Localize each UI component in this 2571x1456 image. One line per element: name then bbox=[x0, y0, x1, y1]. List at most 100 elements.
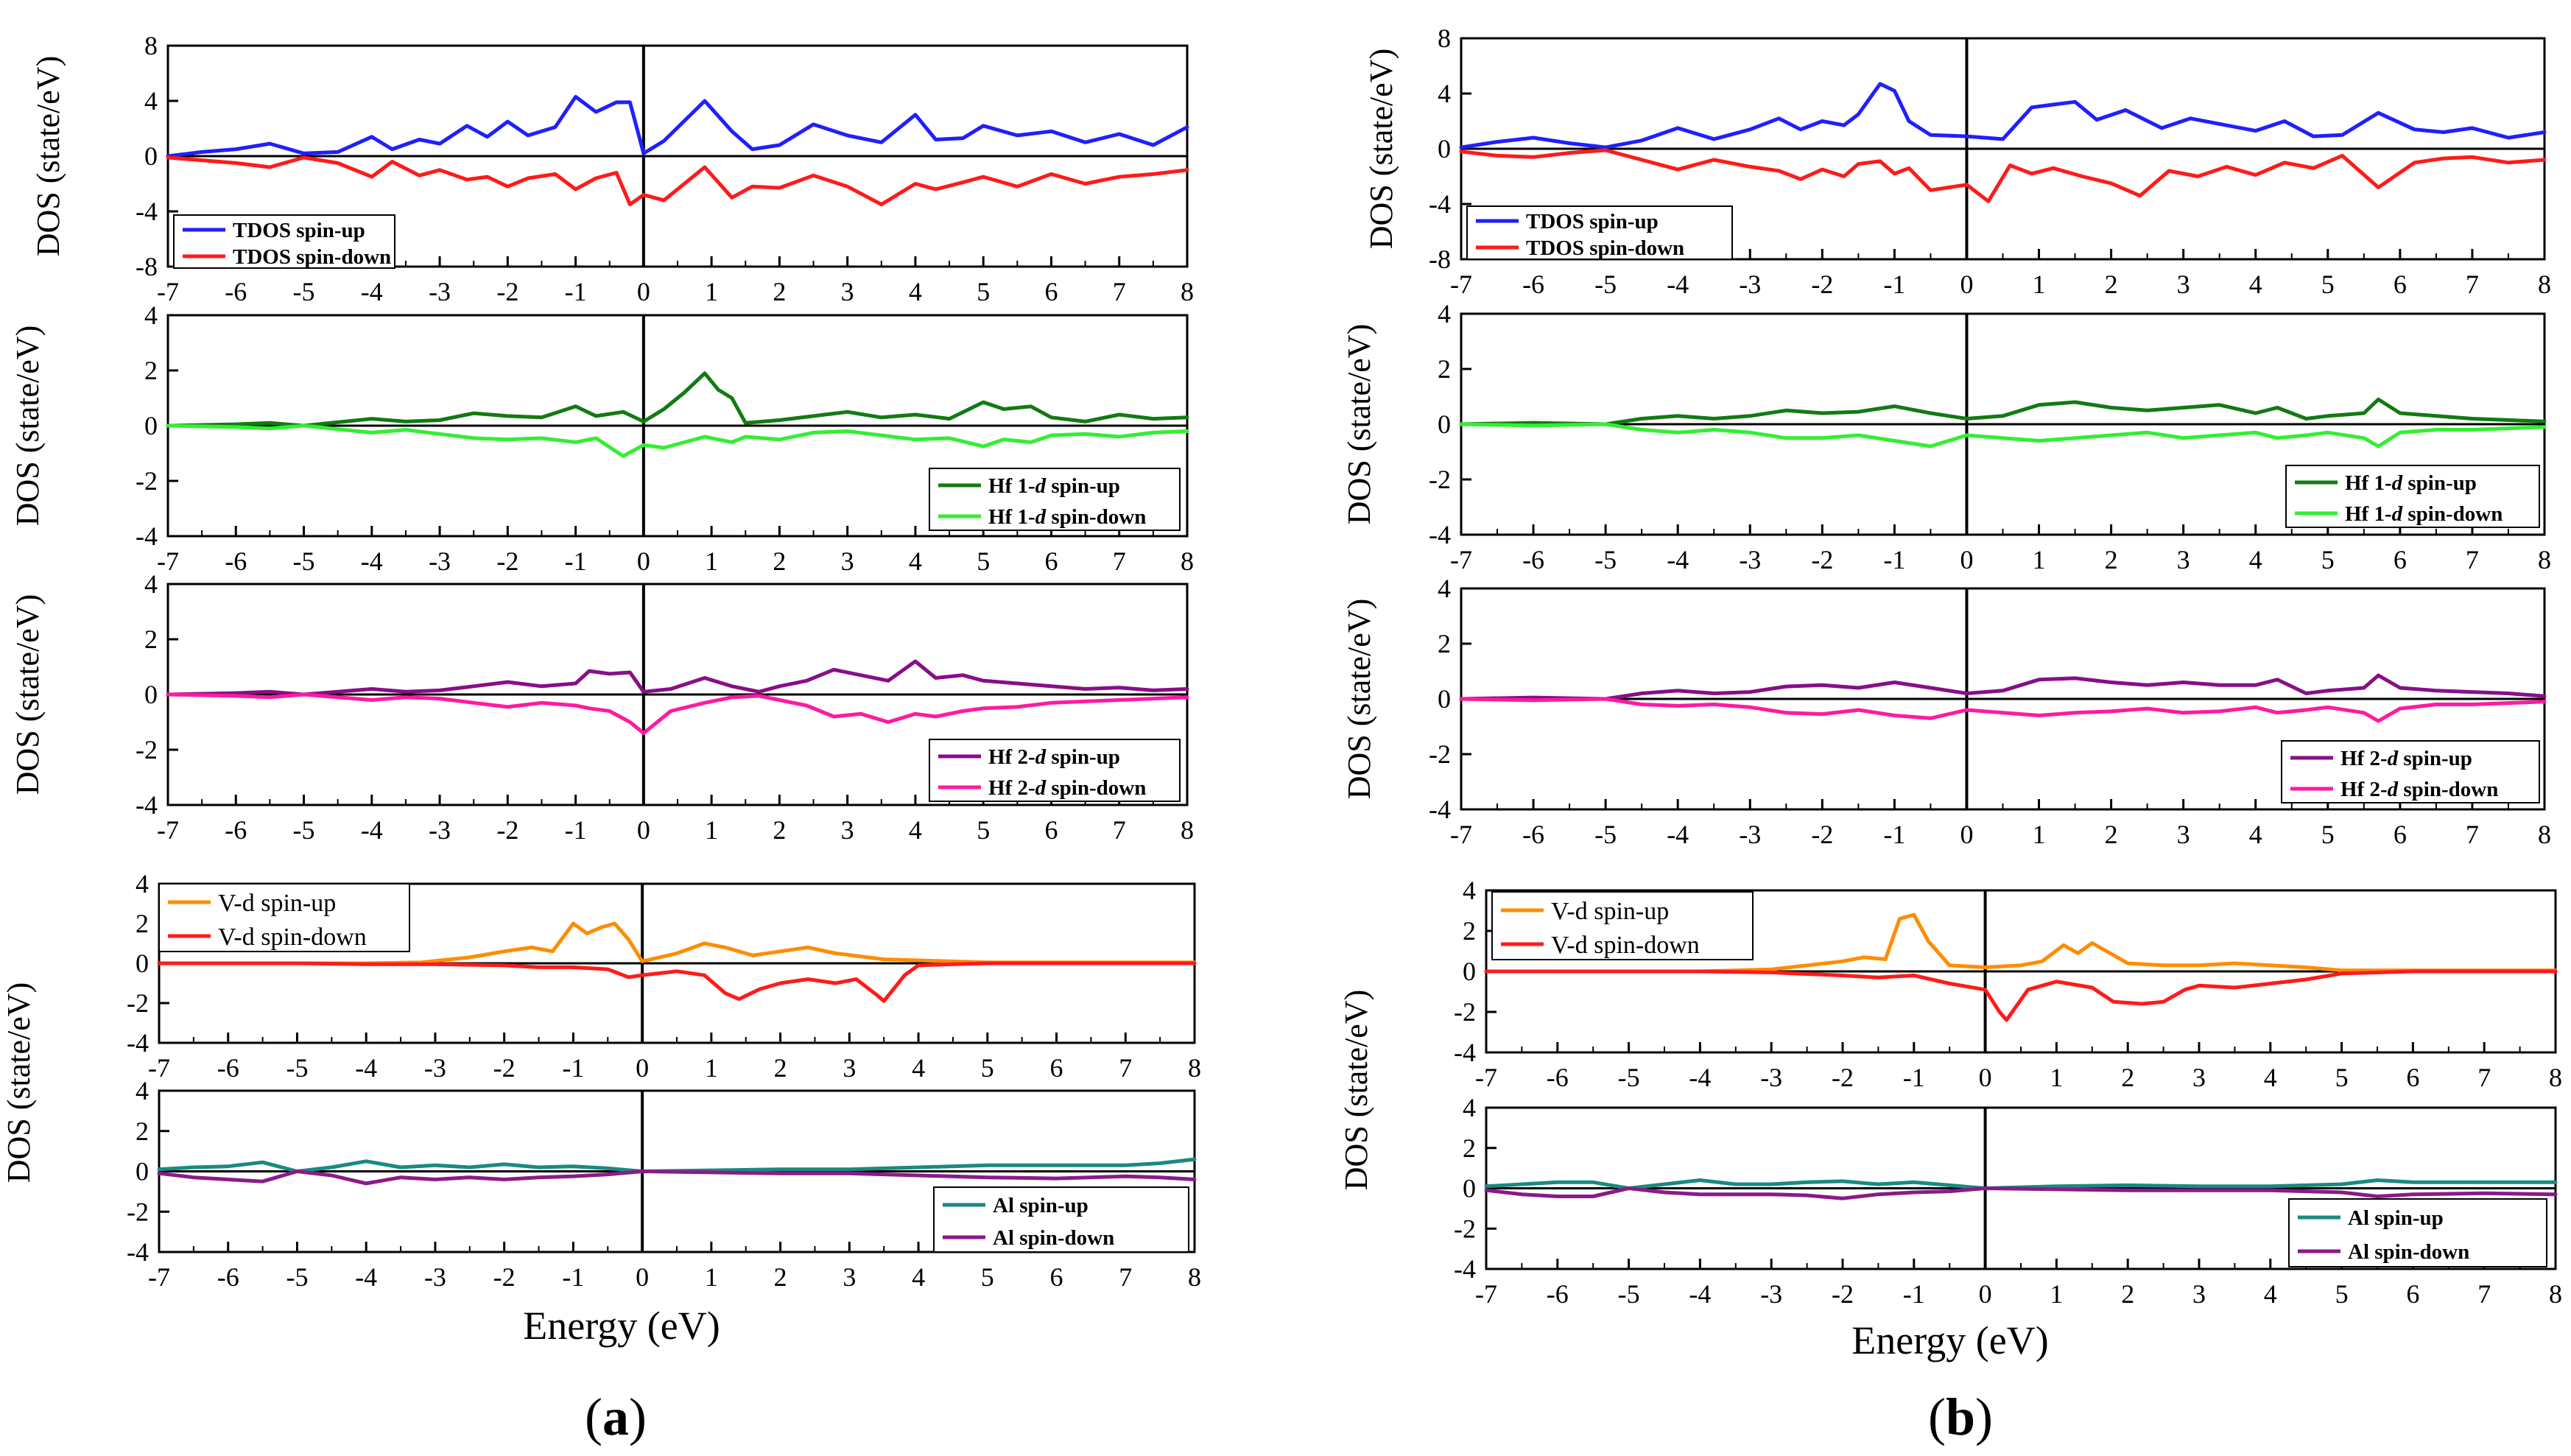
x-tick-label: 0 bbox=[1960, 545, 1973, 574]
x-tick-label: 3 bbox=[841, 815, 854, 845]
x-tick-label: 4 bbox=[912, 1053, 925, 1083]
y-tick-label: 0 bbox=[1463, 957, 1476, 986]
x-tick-label: 8 bbox=[2549, 1063, 2562, 1092]
x-tick-label: 1 bbox=[2050, 1279, 2063, 1309]
x-tick-label: 3 bbox=[841, 546, 854, 576]
subplot-b-hf1: -7 -6 -5 -4 -3 -2 -1 0 1 2 3 4 5 6 7 8 4 2 0 -2 -4 Hf 1-d spi… bbox=[1429, 299, 2551, 574]
x-tick-label: 4 bbox=[2264, 1063, 2277, 1092]
legend-label-part: spin-up bbox=[2398, 747, 2472, 770]
x-tick-label: 1 bbox=[2033, 270, 2046, 299]
x-tick-label: 4 bbox=[909, 815, 922, 845]
x-tick-label: 2 bbox=[2121, 1279, 2134, 1309]
legend-label-part: d bbox=[1035, 474, 1047, 498]
y-tick-label: -2 bbox=[127, 988, 149, 1018]
y-tick-label: 4 bbox=[1438, 299, 1451, 328]
x-tick-label: -4 bbox=[361, 546, 383, 576]
legend-label: Hf 1-d spin-down bbox=[2345, 502, 2503, 526]
x-tick-label: 7 bbox=[2466, 545, 2479, 574]
x-tick-label: 8 bbox=[1181, 546, 1194, 576]
y-tick-label: 0 bbox=[1438, 684, 1451, 714]
x-tick-label: -7 bbox=[157, 546, 179, 576]
y-axis-title: DOS (state/eV) bbox=[10, 594, 46, 795]
x-tick-label: -1 bbox=[1883, 545, 1905, 574]
charts-layer: -7 -6 -5 -4 -3 -2 -1 0 1 2 3 4 5 6 7 8 8 4 0 -4 -8 TDOS spin-… bbox=[1, 24, 2562, 1309]
x-tick-label: -5 bbox=[293, 277, 315, 306]
legend-label: Hf 2-d spin-down bbox=[988, 776, 1146, 800]
legend-box bbox=[2281, 740, 2540, 803]
series-line-spin-up bbox=[166, 371, 1189, 428]
subplot-b-tdos: -7 -6 -5 -4 -3 -2 -1 0 1 2 3 4 5 6 7 8 8 4 0 -4 -8 TDOS spin-… bbox=[1429, 24, 2551, 299]
x-tick-label: -6 bbox=[1547, 1063, 1569, 1092]
y-tick-label: -2 bbox=[1454, 997, 1476, 1027]
x-tick-label: -4 bbox=[355, 1262, 377, 1292]
y-tick-label: 4 bbox=[144, 569, 158, 599]
x-tick-label: -2 bbox=[1832, 1063, 1854, 1092]
y-tick-label: 4 bbox=[144, 86, 158, 116]
x-tick-label: -2 bbox=[496, 815, 518, 845]
x-tick-label: -4 bbox=[361, 815, 383, 845]
legend-label: Hf 1-d spin-up bbox=[2345, 471, 2477, 495]
x-tick-label: -1 bbox=[565, 277, 587, 306]
x-tick-label: -6 bbox=[217, 1262, 239, 1292]
x-tick-label: 3 bbox=[843, 1053, 856, 1083]
subplot-b-al: -7 -6 -5 -4 -3 -2 -1 0 1 2 3 4 5 6 7 8 4 2 0 -2 -4 Al spin-up… bbox=[1454, 1093, 2562, 1309]
y-tick-label: -4 bbox=[1454, 1038, 1476, 1067]
x-tick-label: -3 bbox=[1760, 1279, 1782, 1309]
x-tick-label: -7 bbox=[1450, 545, 1472, 574]
y-tick-label: 2 bbox=[1438, 354, 1451, 384]
y-tick-label: 0 bbox=[136, 949, 149, 978]
x-tick-label: 5 bbox=[2321, 270, 2335, 299]
x-tick-label: 0 bbox=[637, 815, 650, 845]
x-tick-label: 4 bbox=[2249, 270, 2262, 299]
x-tick-label: -3 bbox=[429, 815, 451, 845]
y-tick-label: -4 bbox=[1429, 189, 1451, 219]
x-tick-label: -6 bbox=[1547, 1279, 1569, 1309]
legend-label-part: spin-down bbox=[1046, 505, 1146, 529]
series-line-spin-down bbox=[166, 423, 1189, 458]
legend-label-part: spin-up bbox=[1046, 474, 1120, 498]
legend-label-part: Hf 2- bbox=[2340, 747, 2388, 770]
x-tick-label: 6 bbox=[2394, 545, 2407, 574]
x-tick-label: -1 bbox=[1903, 1063, 1925, 1092]
x-tick-label: 3 bbox=[841, 277, 854, 306]
series-line-spin-up bbox=[1484, 1178, 2558, 1190]
y-tick-label: 8 bbox=[144, 31, 158, 60]
series-line-spin-up bbox=[1484, 912, 2558, 974]
x-tick-label: 7 bbox=[1119, 1262, 1132, 1292]
x-tick-label: -7 bbox=[1450, 820, 1472, 849]
x-tick-label: 8 bbox=[1181, 815, 1194, 845]
x-tick-label: 2 bbox=[773, 815, 786, 845]
x-tick-label: 5 bbox=[981, 1262, 994, 1292]
x-tick-label: 3 bbox=[2192, 1063, 2206, 1092]
y-tick-label: 4 bbox=[1438, 574, 1451, 603]
legend-label: V-d spin-up bbox=[218, 890, 336, 917]
x-tick-label: -2 bbox=[496, 277, 518, 306]
legend-label: Hf 1-d spin-up bbox=[988, 474, 1120, 498]
panel-letter-a: a bbox=[602, 1388, 629, 1446]
series-line-spin-up bbox=[1459, 82, 2547, 150]
x-tick-label: -7 bbox=[148, 1053, 170, 1083]
x-tick-label: -5 bbox=[293, 815, 315, 845]
y-tick-label: 2 bbox=[1438, 629, 1451, 658]
legend-label-part: Hf 2- bbox=[988, 776, 1035, 800]
x-tick-label: -4 bbox=[1667, 545, 1689, 574]
legend-label-part: d bbox=[2392, 502, 2403, 526]
y-axis-title-lower: DOS (state/eV) bbox=[1338, 990, 1374, 1191]
x-axis-title-b: Energy (eV) bbox=[1851, 1318, 2048, 1362]
series-line-spin-down bbox=[1459, 697, 2547, 723]
panel-b: -7 -6 -5 -4 -3 -2 -1 0 1 2 3 4 5 6 7 8 8 4 0 -4 -8 TDOS spin-… bbox=[1338, 24, 2562, 1309]
x-tick-label: 8 bbox=[1181, 277, 1194, 306]
x-tick-label: -5 bbox=[1594, 270, 1617, 299]
x-tick-label: -2 bbox=[1811, 545, 1833, 574]
x-tick-label: -3 bbox=[1739, 545, 1761, 574]
x-tick-label: -1 bbox=[562, 1053, 584, 1083]
x-tick-label: -7 bbox=[1475, 1279, 1497, 1309]
y-tick-label: -2 bbox=[1454, 1214, 1476, 1243]
legend-label: V-d spin-up bbox=[1551, 898, 1669, 925]
y-tick-label: -4 bbox=[136, 790, 158, 820]
x-tick-label: -2 bbox=[1832, 1279, 1854, 1309]
x-tick-label: -2 bbox=[493, 1262, 516, 1292]
y-tick-label: 0 bbox=[144, 411, 158, 440]
